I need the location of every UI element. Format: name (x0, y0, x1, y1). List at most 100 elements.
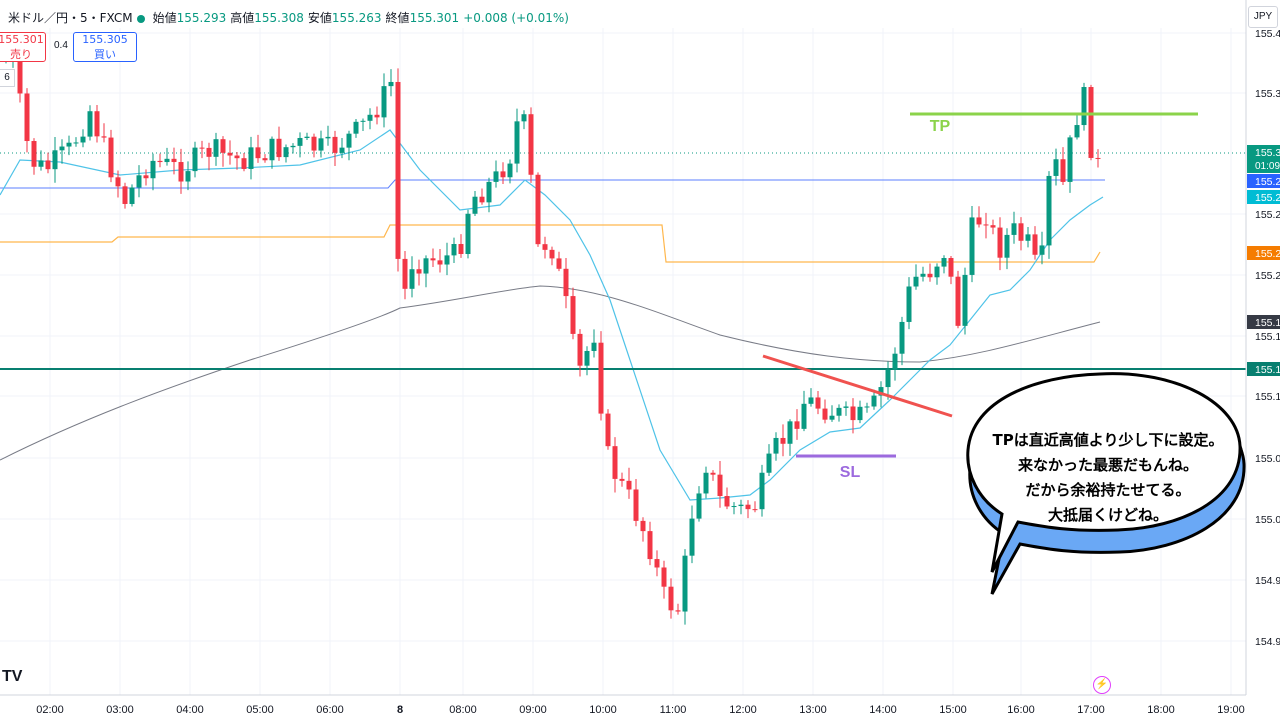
price-tag-text: 155.2 (1255, 176, 1280, 188)
price-tag (1247, 174, 1280, 188)
candle-body (472, 196, 478, 214)
candle-body (542, 244, 548, 250)
candle-body (1004, 234, 1010, 258)
y-tick-label: 154.9 (1255, 636, 1280, 648)
tradingview-logo[interactable]: TV (2, 668, 23, 685)
candle-body (206, 147, 212, 157)
candle-body (752, 509, 758, 511)
open-label: 始値 (152, 11, 177, 25)
low-value: 155.263 (331, 11, 382, 25)
lightning-icon[interactable]: ⚡ (1093, 676, 1111, 694)
candle-body (59, 146, 65, 151)
low-label: 安値 (307, 11, 332, 25)
candle-body (885, 369, 891, 388)
candle-body (927, 273, 933, 278)
candle-body (976, 217, 982, 225)
price-tag (1247, 246, 1280, 260)
candle-body (234, 155, 240, 159)
candle-body (808, 397, 814, 404)
candle-body (640, 520, 646, 532)
candle-body (836, 407, 842, 416)
candle-body (710, 472, 716, 475)
candle-body (423, 258, 429, 274)
candle-body (1081, 87, 1087, 126)
candle-body (647, 531, 653, 560)
candle-body (171, 158, 177, 163)
candle-body (941, 258, 947, 267)
candle-body (290, 145, 296, 148)
y-tick-label: 155.0 (1255, 453, 1280, 465)
candle-body (689, 518, 695, 556)
x-tick-label: 06:00 (316, 704, 344, 716)
candle-body (759, 472, 765, 510)
candle-body (185, 171, 191, 182)
candle-body (703, 472, 709, 494)
candle-body (990, 225, 996, 228)
x-tick-label: 10:00 (589, 704, 617, 716)
x-tick-label: 15:00 (939, 704, 967, 716)
candle-body (591, 342, 597, 351)
candle-body (780, 437, 786, 444)
candle-body (465, 213, 471, 255)
candle-body (696, 493, 702, 519)
candle-body (829, 415, 835, 420)
x-tick-label: 03:00 (106, 704, 134, 716)
bubble-text: TPは直近高値より少し下に設定。 来なかった最悪だもんね。 だから余裕持たせてる… (968, 428, 1248, 528)
candle-body (983, 224, 989, 226)
bubble-line: 来なかった最悪だもんね。 (1017, 456, 1198, 474)
candle-body (360, 120, 366, 122)
y-tick-label: 155.2 (1255, 209, 1280, 221)
x-tick-label: 13:00 (799, 704, 827, 716)
open-value: 155.293 (176, 11, 227, 25)
candle-body (150, 160, 156, 179)
buy-button[interactable]: 155.305 買い (73, 32, 137, 62)
price-tag-text: 155.3 (1255, 147, 1280, 159)
candle-body (1018, 223, 1024, 241)
candle-body (66, 142, 72, 147)
candle-body (1046, 175, 1052, 246)
candle-body (675, 610, 681, 612)
price-tag-countdown: 01:09 (1255, 161, 1280, 172)
candle-body (318, 138, 324, 151)
candle-body (766, 453, 772, 473)
chart-header: 米ドル／円・5・FXCM 始値155.293 高値155.308 安値155.263 終… (8, 9, 569, 26)
y-tick-label: 154.9 (1255, 575, 1280, 587)
candle-body (108, 137, 114, 178)
indicator-count-badge[interactable]: 6 (0, 69, 15, 87)
candle-body (619, 478, 625, 481)
candle-body (815, 397, 821, 409)
candle-body (913, 276, 919, 287)
candle-body (514, 121, 520, 164)
candle-body (745, 504, 751, 510)
candle-body (101, 136, 107, 138)
candle-body (822, 408, 828, 420)
candle-body (731, 506, 737, 508)
y-tick-label: 155.4 (1255, 28, 1280, 40)
blue-level-line (0, 179, 1105, 189)
candle-body (724, 496, 730, 507)
candle-body (549, 249, 555, 259)
symbol-title[interactable]: 米ドル／円・5・FXCM (8, 11, 133, 25)
candle-body (605, 413, 611, 447)
candle-body (1025, 234, 1031, 241)
candle-body (521, 114, 527, 122)
close-label: 終値 (385, 11, 410, 25)
candle-body (1060, 159, 1066, 182)
candle-body (332, 136, 338, 153)
candle-body (486, 181, 492, 203)
currency-button[interactable]: JPY (1248, 6, 1278, 28)
sell-button[interactable]: 155.301 売り (0, 32, 46, 62)
x-tick-label: 09:00 (519, 704, 547, 716)
candle-body (157, 160, 163, 163)
price-tag-text: 155.2 (1255, 248, 1280, 260)
sell-price: 155.301 (0, 33, 44, 46)
x-tick-label: 17:00 (1077, 704, 1105, 716)
candle-body (843, 406, 849, 408)
candle-body (311, 136, 317, 151)
short-sma-line (0, 129, 1104, 501)
candle-body (500, 171, 506, 178)
bubble-line: 大抵届くけどね。 (1047, 506, 1168, 524)
time-axis: 02:00 03:00 04:00 05:00 06:00 8 08:00 09:00 10:0… (0, 694, 1246, 716)
